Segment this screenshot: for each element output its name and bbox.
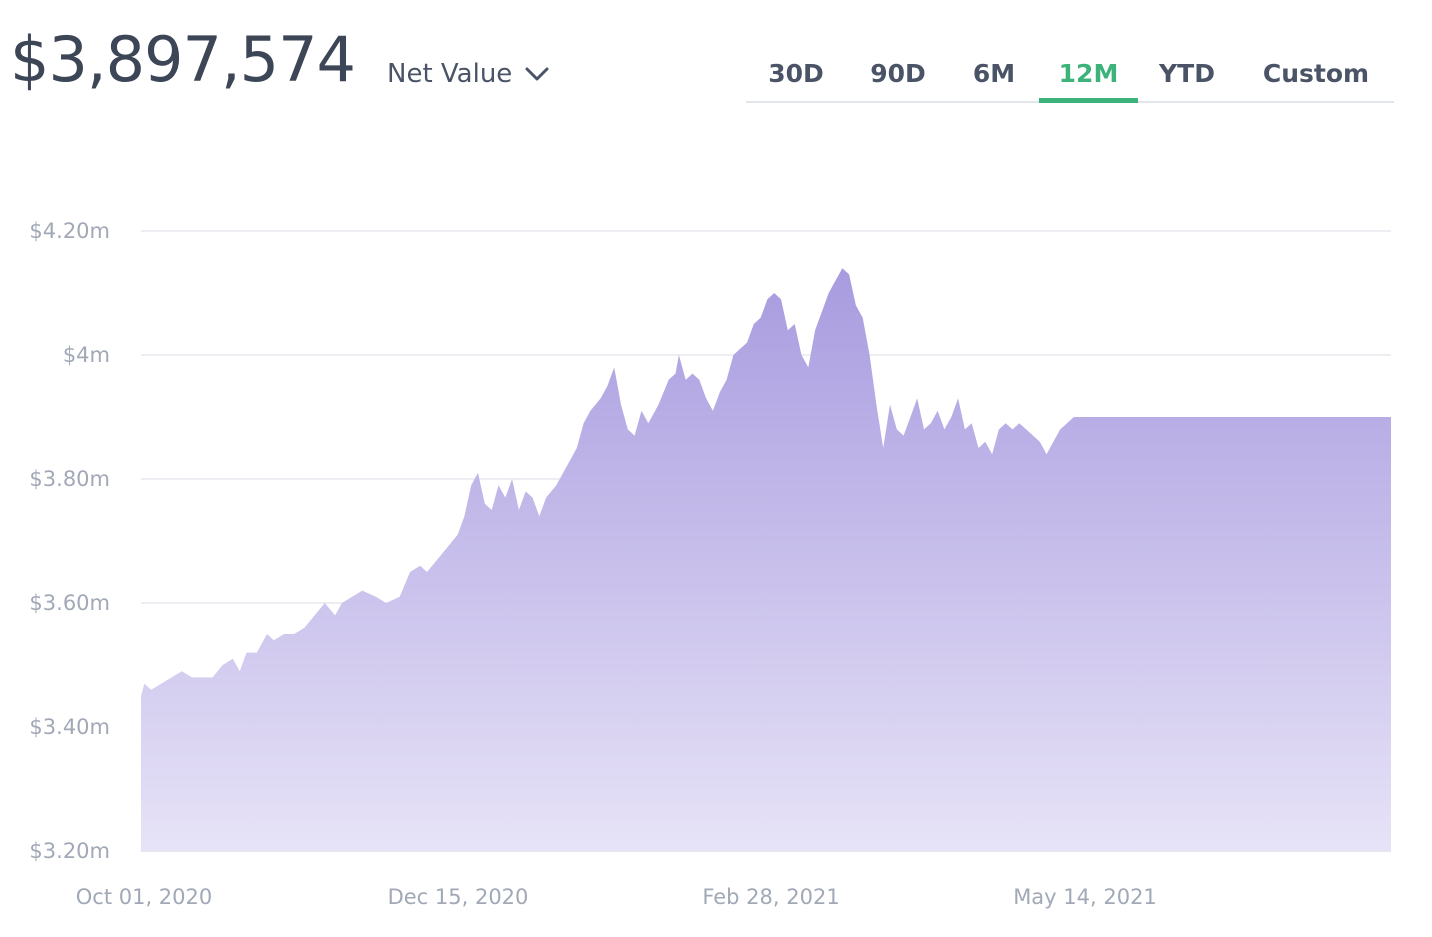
range-tabs: 30D 90D 6M 12M YTD Custom — [746, 50, 1394, 103]
tab-6m[interactable]: 6M — [946, 54, 1042, 100]
tab-label: 30D — [768, 59, 824, 88]
x-tick-label: Feb 28, 2021 — [702, 885, 839, 909]
x-tick-label: Oct 01, 2020 — [76, 885, 213, 909]
tab-ytd[interactable]: YTD — [1138, 54, 1236, 100]
tab-label: 12M — [1058, 59, 1119, 88]
x-axis: Oct 01, 2020 Dec 15, 2020 Feb 28, 2021 May … — [76, 885, 1157, 909]
tab-custom[interactable]: Custom — [1251, 54, 1381, 100]
header: $3,897,574 Net Value 30D 90D 6M 12M YTD … — [0, 0, 1432, 120]
chevron-down-icon — [525, 67, 549, 81]
y-tick-label: $4m — [63, 343, 110, 367]
tab-30d[interactable]: 30D — [748, 54, 844, 100]
metric-dropdown[interactable]: Net Value — [387, 56, 550, 92]
y-tick-label: $3.40m — [29, 715, 110, 739]
x-tick-label: May 14, 2021 — [1013, 885, 1157, 909]
x-tick-label: Dec 15, 2020 — [388, 885, 529, 909]
metric-dropdown-label: Net Value — [387, 59, 513, 89]
y-axis: $3.20m $3.40m $3.60m $3.80m $4m $4.20m — [29, 219, 110, 863]
net-value-area-chart: $3.20m $3.40m $3.60m $3.80m $4m $4.20m Oct 01… — [29, 219, 1391, 909]
tab-label: 6M — [972, 59, 1016, 88]
tab-12m[interactable]: 12M — [1039, 54, 1138, 103]
y-tick-label: $3.80m — [29, 467, 110, 491]
net-value-amount: $3,897,574 — [10, 23, 356, 96]
y-tick-label: $3.20m — [29, 839, 110, 863]
tab-label: 90D — [870, 59, 926, 88]
tab-label: Custom — [1262, 59, 1370, 88]
tab-label: YTD — [1159, 59, 1215, 88]
y-tick-label: $3.60m — [29, 591, 110, 615]
net-value-area — [141, 268, 1391, 851]
tab-90d[interactable]: 90D — [850, 54, 946, 100]
y-tick-label: $4.20m — [29, 219, 110, 243]
